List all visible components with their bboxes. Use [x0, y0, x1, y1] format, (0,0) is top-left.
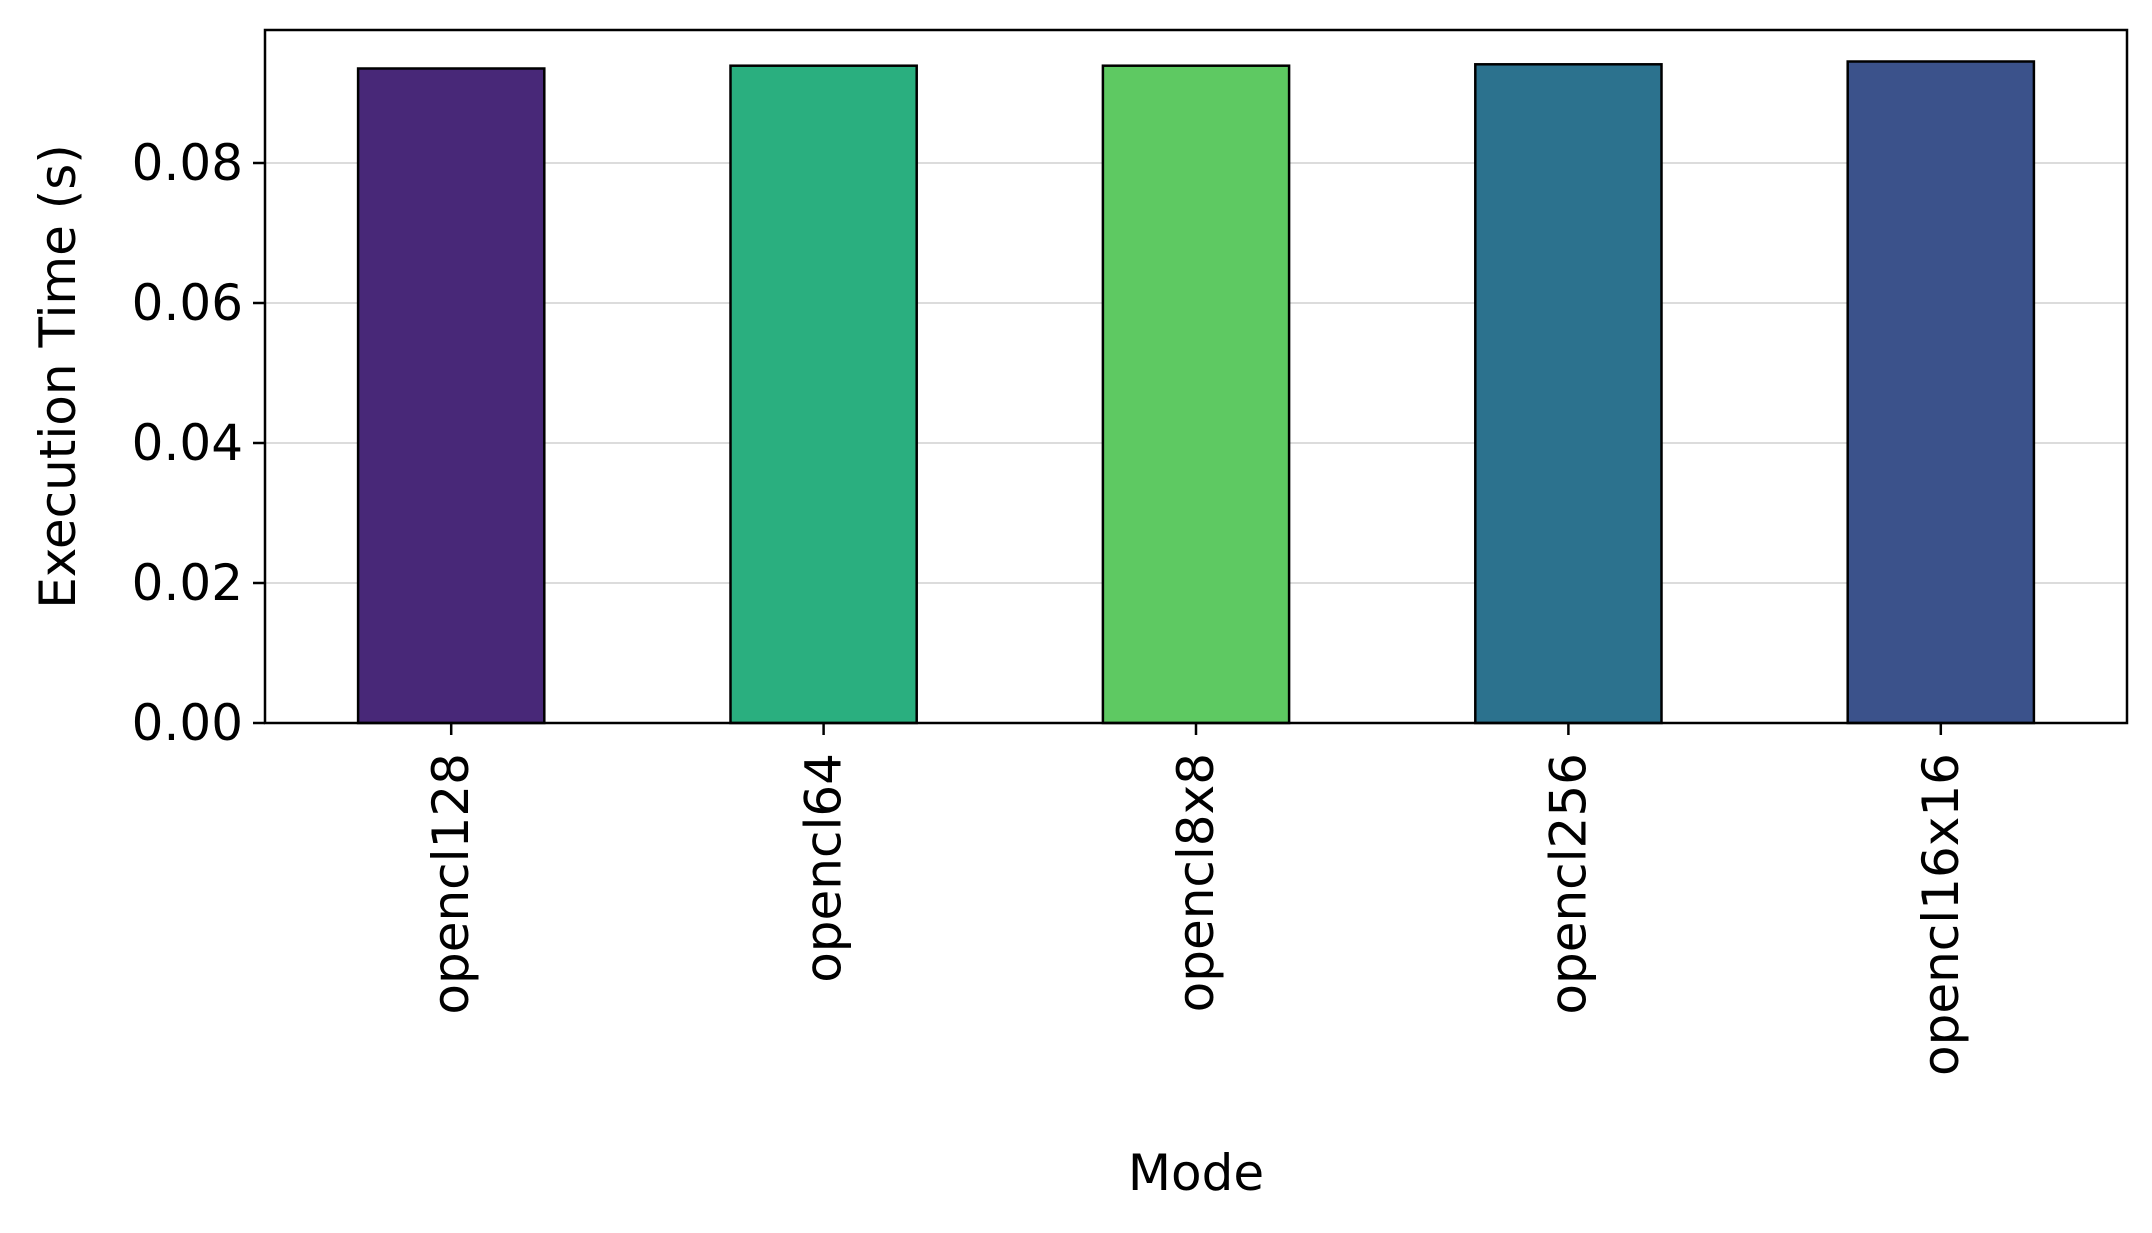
x-tick-label: opencl128 — [422, 753, 480, 1015]
bar-opencl16x16 — [1846, 60, 2036, 725]
x-tick-label: opencl8x8 — [1167, 753, 1225, 1012]
bar-opencl256 — [1474, 63, 1663, 725]
x-tick-label: opencl16x16 — [1912, 753, 1970, 1076]
x-tick-label: opencl64 — [795, 753, 853, 983]
bar-opencl8x8 — [1101, 64, 1291, 725]
bar-opencl64 — [729, 64, 918, 725]
x-tick-label: opencl256 — [1539, 753, 1597, 1015]
bar-opencl128 — [356, 67, 546, 725]
x-axis-title: Mode — [1128, 1144, 1264, 1202]
bars — [356, 60, 2036, 725]
y-axis: 0.00 0.02 0.04 0.06 0.08 — [132, 134, 265, 752]
y-axis-title: Execution Time (s) — [29, 144, 87, 609]
x-axis: opencl128 opencl64 opencl8x8 opencl256 openc… — [422, 723, 1970, 1076]
y-tick-label: 0.06 — [132, 274, 243, 332]
y-tick-label: 0.02 — [132, 554, 243, 612]
y-tick-label: 0.04 — [132, 414, 243, 472]
y-tick-label: 0.00 — [132, 694, 243, 752]
y-tick-label: 0.08 — [132, 134, 243, 192]
